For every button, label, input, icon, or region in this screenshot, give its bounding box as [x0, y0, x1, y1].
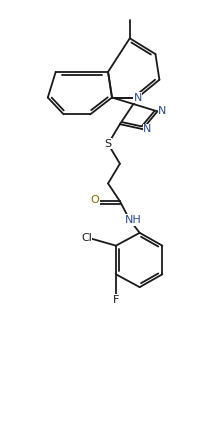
Text: NH: NH: [125, 215, 142, 225]
Text: N: N: [134, 92, 142, 102]
Text: S: S: [104, 139, 112, 149]
Text: N: N: [158, 106, 167, 117]
Text: O: O: [91, 195, 100, 205]
Text: F: F: [113, 295, 119, 305]
Text: Cl: Cl: [81, 233, 92, 243]
Text: N: N: [143, 124, 152, 134]
